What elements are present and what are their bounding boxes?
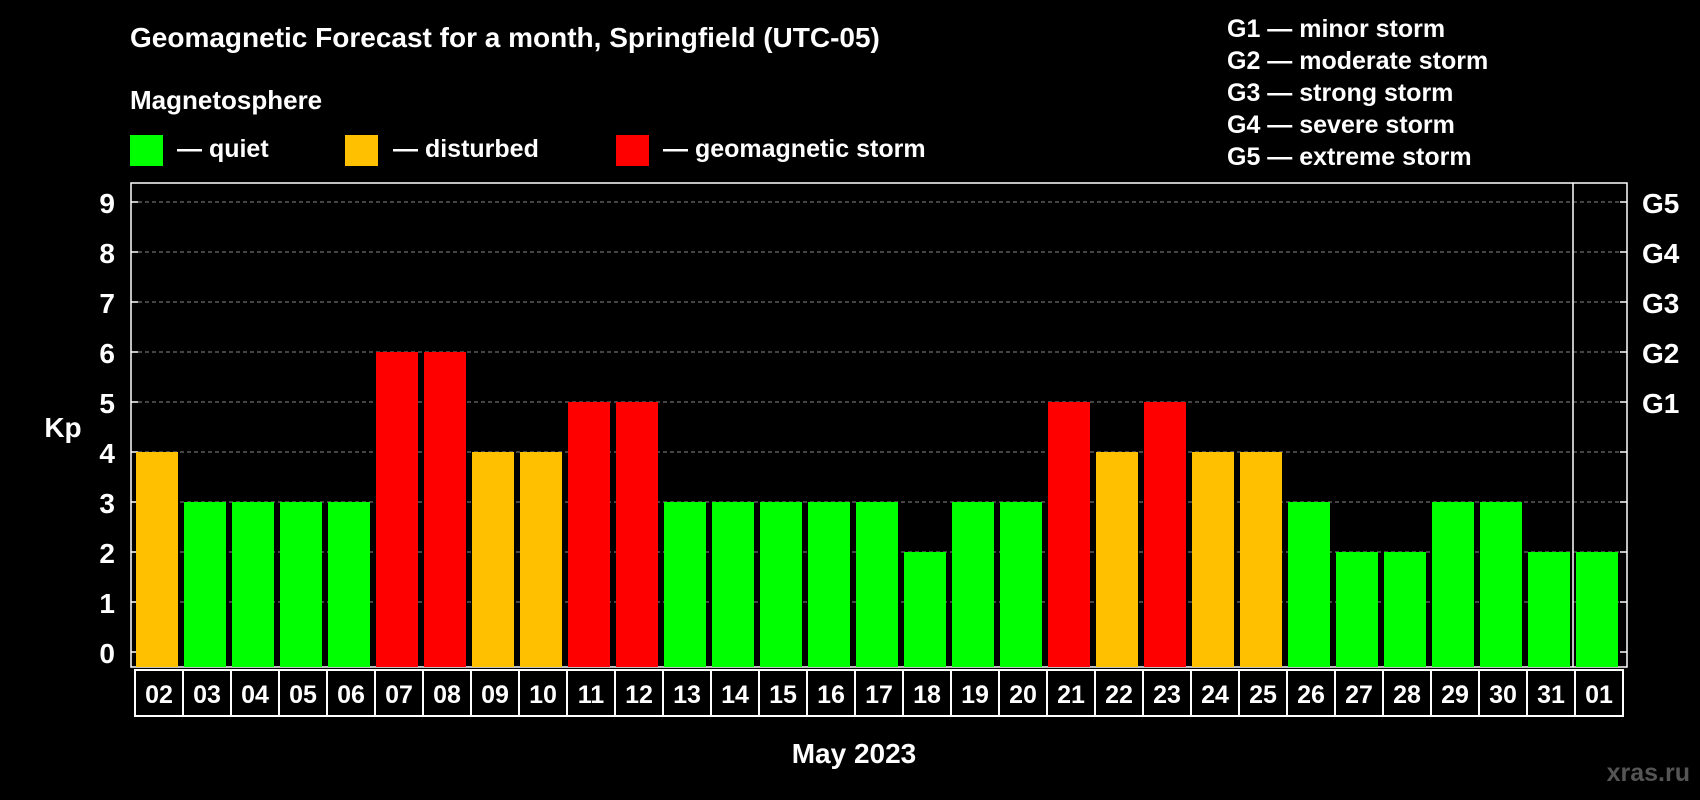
x-tick-label: 17 (865, 681, 893, 709)
bar (184, 502, 226, 667)
bar (1288, 502, 1330, 667)
x-tick-label: 31 (1537, 681, 1565, 709)
bar (904, 552, 946, 667)
bar (616, 402, 658, 667)
legend-swatch-storm (616, 135, 649, 166)
x-tick-label: 12 (625, 681, 653, 709)
bar (472, 452, 514, 667)
x-axis-label: May 2023 (792, 738, 917, 769)
bar (520, 452, 562, 667)
x-tick-label: 16 (817, 681, 845, 709)
storm-scale-g5: G5 — extreme storm (1227, 143, 1472, 171)
legend-label-disturbed: — disturbed (393, 135, 539, 163)
bar (1192, 452, 1234, 667)
x-tick-label: 01 (1585, 681, 1613, 709)
x-tick-label: 13 (673, 681, 701, 709)
bar (328, 502, 370, 667)
x-tick-label: 15 (769, 681, 797, 709)
x-tick-label: 11 (578, 681, 605, 709)
chart-title: Geomagnetic Forecast for a month, Spring… (130, 22, 880, 53)
bar (1480, 502, 1522, 667)
legend-label-storm: — geomagnetic storm (663, 135, 926, 163)
y-tick-label: 1 (99, 588, 115, 619)
storm-scale-g2: G2 — moderate storm (1227, 47, 1488, 75)
bar (424, 352, 466, 667)
x-tick-label: 10 (529, 681, 557, 709)
x-tick-label: 21 (1057, 681, 1085, 709)
storm-scale-g1: G1 — minor storm (1227, 15, 1445, 43)
bar (376, 352, 418, 667)
x-tick-label: 07 (385, 681, 413, 709)
bar (712, 502, 754, 667)
bar (568, 402, 610, 667)
x-tick-label: 25 (1249, 681, 1277, 709)
bar (952, 502, 994, 667)
x-tick-label: 08 (433, 681, 461, 709)
x-tick-label: 23 (1153, 681, 1181, 709)
x-tick-label: 29 (1441, 681, 1469, 709)
y-tick-label: 4 (99, 438, 115, 469)
legend-title: Magnetosphere (130, 85, 322, 115)
storm-scale-g4: G4 — severe storm (1227, 111, 1455, 139)
x-tick-label: 18 (913, 681, 941, 709)
bar (1000, 502, 1042, 667)
bar (664, 502, 706, 667)
y-tick-label: 8 (99, 238, 115, 269)
bar (856, 502, 898, 667)
y-tick-label: 6 (99, 338, 115, 369)
y-tick-label: 3 (99, 488, 115, 519)
x-tick-label: 14 (721, 681, 749, 709)
bar (1384, 552, 1426, 667)
x-tick-label: 27 (1345, 681, 1373, 709)
legend-label-quiet: — quiet (177, 135, 269, 163)
bar (1576, 552, 1618, 667)
x-tick-label: 30 (1489, 681, 1517, 709)
legend-swatch-quiet (130, 135, 163, 166)
bar (1240, 452, 1282, 667)
y-tick-label: 5 (99, 388, 115, 419)
x-tick-label: 02 (145, 681, 173, 709)
bar (280, 502, 322, 667)
right-axis-label: G1 (1642, 388, 1679, 419)
bar (1528, 552, 1570, 667)
legend-swatch-disturbed (345, 135, 378, 166)
bar (1144, 402, 1186, 667)
bar (808, 502, 850, 667)
watermark: xras.ru (1607, 759, 1690, 787)
bar (232, 502, 274, 667)
bar (760, 502, 802, 667)
x-tick-label: 05 (289, 681, 317, 709)
right-axis-label: G4 (1642, 238, 1680, 269)
y-tick-label: 2 (99, 538, 115, 569)
right-axis-label: G5 (1642, 188, 1679, 219)
bar (1048, 402, 1090, 667)
x-tick-label: 20 (1009, 681, 1037, 709)
x-tick-label: 22 (1105, 681, 1133, 709)
storm-scale-g3: G3 — strong storm (1227, 79, 1453, 107)
x-tick-label: 03 (193, 681, 221, 709)
x-tick-label: 26 (1297, 681, 1325, 709)
right-axis-label: G2 (1642, 338, 1679, 369)
y-tick-label: 7 (99, 288, 115, 319)
x-tick-label: 04 (241, 681, 269, 709)
bar (1432, 502, 1474, 667)
bar (1096, 452, 1138, 667)
y-tick-label: 9 (99, 188, 115, 219)
x-tick-label: 06 (337, 681, 365, 709)
x-tick-label: 09 (481, 681, 509, 709)
x-tick-label: 24 (1201, 681, 1229, 709)
bar (136, 452, 178, 667)
x-category-cell (1574, 669, 1624, 717)
y-tick-label: 0 (99, 638, 115, 669)
right-axis-label: G3 (1642, 288, 1679, 319)
y-axis-label: Kp (44, 412, 81, 443)
x-tick-label: 19 (961, 681, 989, 709)
x-tick-label: 28 (1393, 681, 1421, 709)
bar (1336, 552, 1378, 667)
